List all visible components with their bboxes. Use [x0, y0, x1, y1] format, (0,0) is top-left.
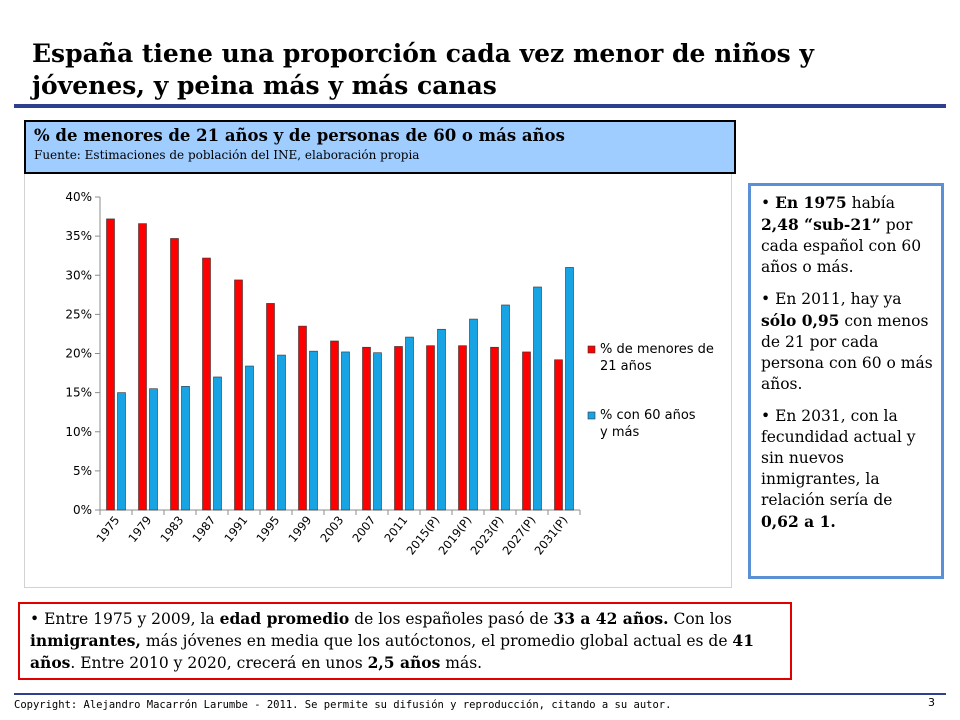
y-tick-label: 5%	[73, 464, 92, 478]
bar-under-21	[234, 279, 243, 511]
bar-60-plus	[341, 351, 350, 511]
bar-under-21	[362, 346, 371, 511]
x-tick-label: 2031(P)	[532, 513, 571, 557]
page-number: 3	[928, 696, 935, 709]
y-tick-label: 25%	[65, 307, 92, 321]
bar-60-plus	[437, 328, 446, 511]
bar-60-plus	[533, 286, 542, 511]
y-tick-label: 15%	[65, 386, 92, 400]
bar-60-plus	[277, 354, 286, 511]
y-tick-label: 10%	[65, 425, 92, 439]
bar-60-plus	[501, 304, 510, 511]
chart-header-title: % de menores de 21 años y de personas de…	[34, 126, 565, 145]
bar-under-21	[458, 345, 467, 511]
bar-under-21	[330, 340, 339, 511]
bar-60-plus	[149, 388, 158, 511]
x-tick-label: 1999	[285, 513, 314, 545]
bar-under-21	[394, 346, 403, 511]
bar-under-21	[266, 303, 275, 511]
side-bullet: • En 1975 había 2,48 “sub-21” por cada e…	[761, 193, 922, 276]
x-tick-label: 1983	[157, 513, 186, 545]
x-tick-label: 1975	[93, 513, 122, 545]
legend-label: % con 60 años y más	[600, 408, 696, 440]
legend-swatch	[587, 411, 596, 420]
y-tick-label: 40%	[65, 190, 92, 204]
footer-divider	[14, 693, 946, 695]
x-tick-label: 1991	[221, 513, 250, 545]
bar-60-plus	[469, 318, 478, 511]
y-tick-label: 20%	[65, 347, 92, 361]
copyright-text: Copyright: Alejandro Macarrón Larumbe - …	[14, 699, 672, 711]
bar-under-21	[554, 359, 563, 511]
x-tick-label: 1987	[189, 513, 218, 545]
side-bullet: • En 2011, hay ya sólo 0,95 con menos de…	[761, 290, 933, 393]
bar-under-21	[298, 325, 307, 511]
title-divider	[14, 104, 946, 108]
bar-60-plus	[565, 267, 574, 511]
x-tick-label: 2007	[349, 513, 378, 545]
slide-title: España tiene una proporción cada vez men…	[32, 39, 814, 100]
y-tick-label: 0%	[73, 503, 92, 517]
bar-under-21	[522, 351, 531, 511]
bar-under-21	[170, 238, 179, 511]
chart-header: % de menores de 21 años y de personas de…	[24, 120, 736, 174]
bar-60-plus	[181, 386, 190, 511]
side-bullet: • En 2031, con la fecundidad actual y si…	[761, 407, 916, 531]
legend-swatch	[587, 345, 596, 354]
y-tick-label: 30%	[65, 268, 92, 282]
bar-under-21	[490, 346, 499, 511]
x-tick-label: 1979	[125, 513, 154, 545]
bar-under-21	[106, 218, 115, 511]
bottom-bullet: • Entre 1975 y 2009, la edad promedio de…	[30, 609, 754, 672]
bar-60-plus	[405, 336, 414, 511]
bar-under-21	[202, 257, 211, 511]
bar-60-plus	[117, 392, 126, 511]
legend-label: % de menores de 21 años	[600, 342, 714, 374]
bar-under-21	[138, 223, 147, 511]
y-tick-label: 35%	[65, 229, 92, 243]
bar-60-plus	[245, 365, 254, 511]
chart-header-source: Fuente: Estimaciones de población del IN…	[34, 148, 420, 162]
x-tick-label: 2011	[381, 513, 410, 545]
bar-60-plus	[309, 350, 318, 511]
bar-60-plus	[373, 352, 382, 511]
bar-under-21	[426, 345, 435, 511]
x-tick-label: 2003	[317, 513, 346, 545]
x-tick-label: 1995	[253, 513, 282, 545]
bar-chart: 0% 5% 10% 15% 20% 25% 30% 35% 40% 1975 1979 1983 198…	[65, 190, 714, 557]
bottom-note: • Entre 1975 y 2009, la edad promedio de…	[18, 602, 792, 680]
bar-60-plus	[213, 376, 222, 511]
side-notes: • En 1975 había 2,48 “sub-21” por cada e…	[748, 183, 944, 579]
